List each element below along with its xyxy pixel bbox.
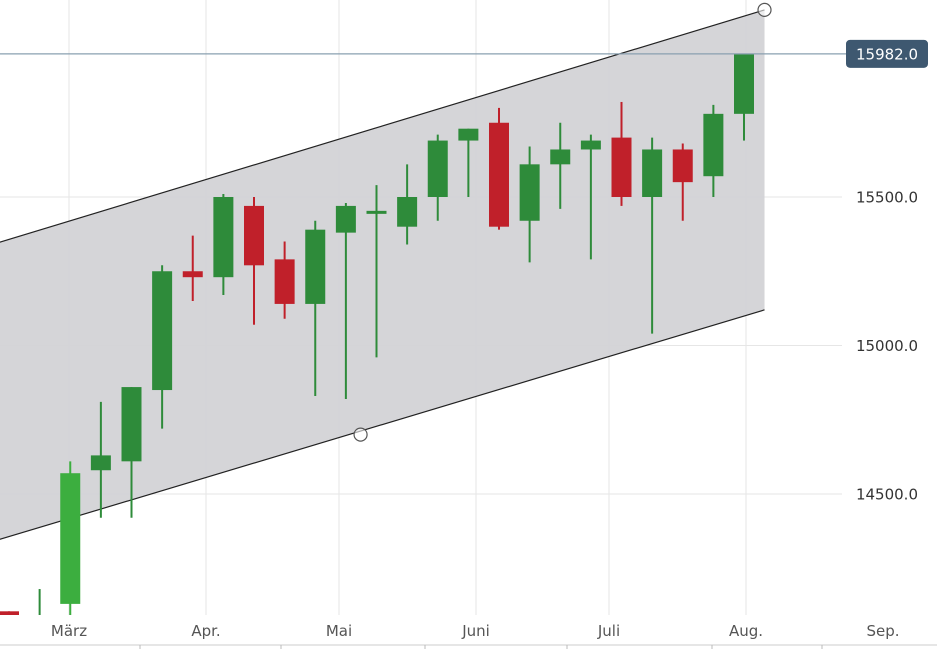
candle-body (489, 122, 509, 227)
channel-handles[interactable] (0, 2, 772, 442)
candle (366, 185, 387, 358)
candle-body (152, 271, 173, 391)
candle (244, 197, 264, 325)
candle (60, 461, 81, 615)
x-tick-label: Juni (461, 622, 490, 640)
candle (611, 101, 632, 206)
candle-body (90, 455, 111, 471)
current-price: 15982.0 (0, 39, 928, 68)
candle-body (580, 140, 601, 150)
candle (550, 122, 571, 209)
candle (672, 143, 693, 221)
candle (427, 134, 448, 221)
x-axis: März Apr. Mai Juni Juli Aug. Sep. (0, 622, 937, 649)
candle (489, 107, 509, 230)
channel-upper-line[interactable] (0, 9, 765, 259)
candle-body (672, 149, 693, 183)
candle (580, 134, 601, 260)
trend-channel (0, 9, 765, 540)
current-price-tag (846, 39, 928, 68)
candles (0, 53, 754, 621)
candle (213, 194, 234, 296)
candle-body (213, 197, 234, 278)
candle-body (335, 205, 356, 233)
candle (274, 241, 295, 319)
candle-body (60, 473, 81, 604)
channel-handle[interactable] (353, 427, 368, 442)
x-tick-label: März (51, 622, 87, 640)
x-tick-label: Mai (326, 622, 352, 640)
current-price-label: 15982.0 (856, 45, 918, 63)
candle-body (519, 164, 540, 221)
candle-body (244, 205, 264, 266)
candle (90, 401, 111, 518)
candle-body (427, 140, 448, 197)
candle (519, 146, 540, 263)
candle (0, 611, 19, 615)
candle-body (274, 259, 295, 304)
candle (305, 220, 326, 396)
candle (30, 589, 50, 621)
candle-body (642, 149, 663, 197)
candle-body (305, 229, 326, 304)
candle (703, 104, 724, 197)
candle-body (397, 197, 418, 227)
candle-body (30, 618, 50, 621)
candle (734, 53, 754, 141)
candle-body (121, 387, 142, 462)
candle (642, 137, 663, 334)
x-tick-label: Sep. (866, 622, 899, 640)
x-tick-label: Juli (597, 622, 620, 640)
candle-body (703, 113, 724, 177)
x-tick-label: Aug. (729, 622, 763, 640)
candle-body (550, 149, 571, 165)
candle-body (611, 137, 632, 197)
y-axis: 14500.0 15000.0 15500.0 (856, 189, 918, 504)
channel-handle[interactable] (757, 2, 772, 17)
candle (182, 235, 203, 301)
channel-fill (0, 9, 765, 540)
candle-body (182, 271, 203, 278)
candle-body (366, 210, 387, 214)
candle-body (0, 611, 19, 615)
candle (397, 164, 418, 245)
x-tick-label: Apr. (191, 622, 220, 640)
candle (121, 387, 142, 518)
candle (458, 128, 479, 197)
candle (335, 202, 356, 399)
candle-body (734, 53, 754, 114)
y-tick-label: 14500.0 (856, 486, 918, 504)
y-tick-label: 15000.0 (856, 337, 918, 355)
candle-body (458, 128, 479, 141)
candle (152, 265, 173, 429)
y-tick-label: 15500.0 (856, 189, 918, 207)
